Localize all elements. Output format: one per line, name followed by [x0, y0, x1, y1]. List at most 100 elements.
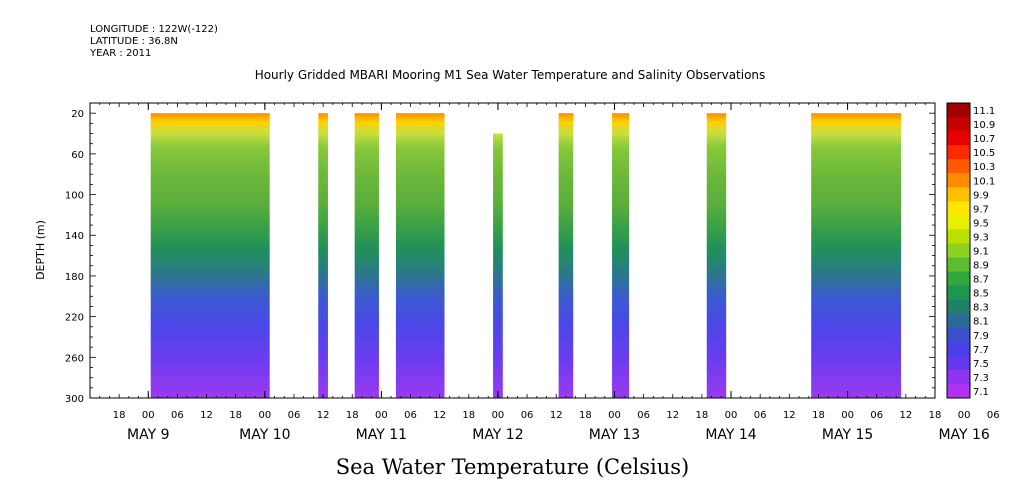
colorbar-label: 10.3	[973, 162, 995, 173]
colorbar-swatch	[947, 131, 970, 146]
colorbar-label: 9.3	[973, 232, 989, 243]
station-info: LONGITUDE : 122W(-122) LATITUDE : 36.8N …	[90, 24, 218, 60]
colorbar-frame	[946, 102, 971, 399]
x-ticks: 18 00 06 12 18 00 06 12 18 00 06 12 18 00 06 12 18 00 06 12…	[89, 103, 1000, 443]
colorbar-swatch	[947, 117, 970, 132]
data-block	[558, 113, 574, 398]
x-tick-label: 06	[521, 410, 534, 421]
chart-title: Hourly Gridded MBARI Mooring M1 Sea Wate…	[254, 68, 766, 82]
data-block	[706, 113, 727, 398]
x-tick-label: 12	[433, 410, 446, 421]
x-tick-label: 00	[492, 410, 505, 421]
x-tick-label: 00	[725, 410, 738, 421]
x-tick-label: 06	[870, 410, 883, 421]
x-tick-label: 00	[841, 410, 854, 421]
data-block	[493, 133, 503, 398]
colorbar-label: 7.9	[973, 331, 989, 342]
colorbar-swatch	[947, 145, 970, 160]
x-tick-label: 06	[404, 410, 417, 421]
x-tick-label: 12	[783, 410, 796, 421]
colorbar-label: 7.3	[973, 373, 989, 384]
day-label: MAY 12	[472, 427, 523, 443]
colorbar-swatch	[947, 327, 970, 343]
x-tick-label: 18	[812, 410, 825, 421]
colorbar: 11.1 10.9 10.7 10.5 10.3 10.1 9.9 9.7 9.5 9.3 9.1 8…	[946, 102, 995, 399]
y-tick-label: 140	[65, 231, 84, 242]
day-label: MAY 16	[938, 427, 989, 443]
data-block	[395, 113, 445, 398]
day-label: MAY 9	[127, 427, 169, 443]
colorbar-swatch	[947, 285, 970, 301]
y-tick-label: 100	[65, 191, 84, 202]
data-block	[811, 113, 902, 398]
plot-frame	[89, 102, 936, 399]
colorbar-swatch	[947, 159, 970, 174]
colorbar-swatch	[947, 355, 970, 371]
x-tick-label: 18	[929, 410, 942, 421]
colorbar-label: 10.1	[973, 176, 995, 187]
x-tick-label: 12	[550, 410, 563, 421]
colorbar-label: 11.1	[973, 106, 995, 117]
colorbar-swatch	[947, 243, 970, 259]
x-tick-label: 06	[171, 410, 184, 421]
colorbar-swatch	[947, 271, 970, 287]
colorbar-label: 8.3	[973, 303, 989, 314]
data-block	[318, 113, 328, 398]
x-tick-label: 06	[987, 410, 1000, 421]
y-tick-label: 300	[65, 394, 84, 405]
x-tick-label: 18	[696, 410, 709, 421]
colorbar-swatch	[947, 215, 970, 230]
x-tick-label: 12	[317, 410, 330, 421]
y-axis-label: DEPTH (m)	[34, 220, 47, 280]
colorbar-label: 8.7	[973, 275, 989, 286]
day-label: MAY 15	[822, 427, 873, 443]
y-tick-label: 260	[65, 353, 84, 364]
x-tick-label: 00	[608, 410, 621, 421]
longitude-text: LONGITUDE : 122W(-122)	[90, 24, 218, 35]
x-axis-label: Sea Water Temperature (Celsius)	[335, 455, 690, 479]
colorbar-label: 7.5	[973, 359, 989, 370]
day-label: MAY 14	[705, 427, 756, 443]
x-tick-label: 00	[258, 410, 271, 421]
colorbar-label: 7.7	[973, 345, 989, 356]
colorbar-swatch	[947, 187, 970, 202]
x-tick-label: 18	[346, 410, 359, 421]
y-tick-label: 220	[65, 313, 84, 324]
latitude-text: LATITUDE : 36.8N	[90, 36, 178, 47]
x-tick-label: 12	[200, 410, 213, 421]
colorbar-swatch	[947, 299, 970, 315]
y-tick-label: 20	[71, 109, 84, 120]
colorbar-label: 8.9	[973, 261, 989, 272]
day-label: MAY 10	[239, 427, 290, 443]
colorbar-swatch	[947, 383, 970, 399]
y-ticks: 20 60 100 140 180 220 260 300	[65, 109, 935, 405]
colorbar-label: 10.7	[973, 134, 995, 145]
colorbar-swatch	[947, 173, 970, 188]
day-label: MAY 13	[589, 427, 640, 443]
x-tick-label: 18	[579, 410, 592, 421]
colorbar-label: 9.5	[973, 218, 989, 229]
day-label: MAY 11	[356, 427, 407, 443]
colorbar-swatch	[947, 369, 970, 385]
x-tick-label: 06	[754, 410, 767, 421]
colorbar-swatch	[947, 341, 970, 357]
x-tick-label: 06	[288, 410, 301, 421]
colorbar-label: 8.1	[973, 317, 989, 328]
colorbar-label: 8.5	[973, 289, 989, 300]
y-tick-label: 180	[65, 272, 84, 283]
colorbar-swatch	[947, 313, 970, 329]
data-block	[150, 113, 270, 398]
data-blocks	[150, 113, 902, 398]
x-tick-label: 12	[666, 410, 679, 421]
x-tick-label: 12	[899, 410, 912, 421]
data-block	[354, 113, 379, 398]
colorbar-label: 9.9	[973, 190, 989, 201]
colorbar-swatch	[947, 201, 970, 216]
year-text: YEAR : 2011	[90, 48, 152, 59]
colorbar-label: 10.5	[973, 148, 995, 159]
colorbar-label: 9.7	[973, 204, 989, 215]
x-tick-label: 00	[375, 410, 388, 421]
y-tick-label: 60	[71, 150, 84, 161]
x-tick-label: 00	[142, 410, 155, 421]
